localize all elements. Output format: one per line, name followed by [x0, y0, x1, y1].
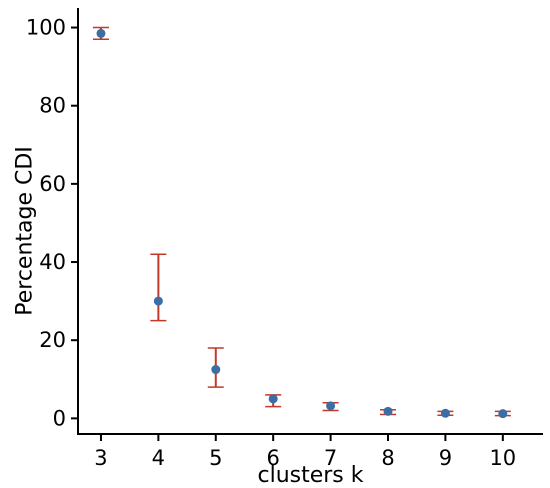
y-tick-label: 0: [53, 406, 66, 430]
data-point: [440, 408, 450, 418]
x-tick-label: 3: [94, 446, 107, 470]
data-points: [92, 26, 511, 419]
y-tick-label: 20: [39, 328, 66, 352]
data-point: [268, 394, 278, 404]
data-point-group: [265, 394, 282, 408]
data-point-group: [92, 26, 109, 41]
x-tick-label: 9: [439, 446, 452, 470]
data-point-group: [150, 253, 167, 322]
y-tick-label: 40: [39, 250, 66, 274]
y-axis-title: Percentage CDI: [13, 146, 38, 316]
data-point-group: [322, 401, 339, 412]
x-tick-label: 5: [209, 446, 222, 470]
x-axis-ticks: 3 4 5 6 7 8 9 10: [94, 434, 516, 470]
data-point: [383, 406, 393, 416]
x-axis-title: clusters k: [257, 463, 363, 488]
y-tick-label: 100: [26, 16, 66, 40]
x-tick-label: 4: [152, 446, 165, 470]
x-tick-label: 10: [489, 446, 516, 470]
x-tick-label: 8: [381, 446, 394, 470]
data-point-group: [207, 347, 224, 388]
x-tick-label: 6: [266, 446, 279, 470]
x-tick-label: 7: [324, 446, 337, 470]
data-point: [153, 296, 163, 306]
data-point: [498, 409, 508, 419]
data-point-group: [437, 408, 454, 418]
y-tick-label: 60: [39, 172, 66, 196]
data-point-group: [494, 409, 511, 419]
data-point: [326, 401, 336, 411]
y-axis-ticks: 0 20 40 60 80 100: [26, 16, 78, 430]
y-tick-label: 80: [39, 94, 66, 118]
data-point: [211, 365, 221, 375]
data-point: [96, 28, 106, 38]
data-point-group: [380, 406, 396, 416]
